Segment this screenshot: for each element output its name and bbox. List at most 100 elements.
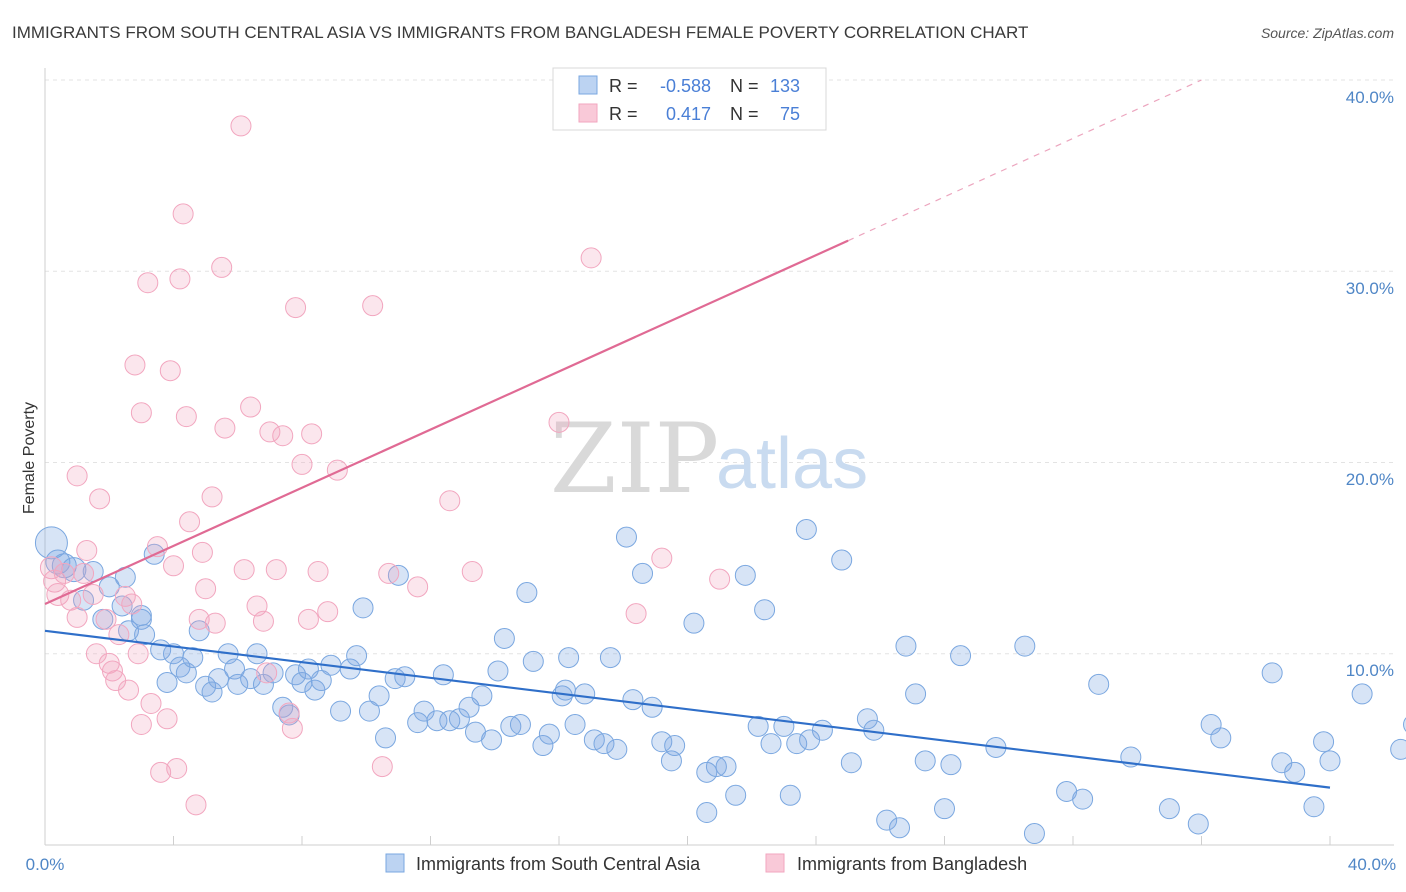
point-south-central-asia-123 bbox=[1261, 662, 1283, 684]
point-bangladesh-64 bbox=[378, 562, 400, 584]
trend-lines bbox=[44, 79, 1331, 789]
point-south-central-asia-114 bbox=[1023, 823, 1045, 845]
point-bangladesh-54 bbox=[281, 717, 303, 739]
y-tick-label-40: 40.0% bbox=[1346, 88, 1394, 107]
point-south-central-asia-58 bbox=[471, 685, 493, 707]
legend-r-label-1: R = bbox=[609, 104, 638, 124]
point-south-central-asia-79 bbox=[632, 562, 654, 584]
point-south-central-asia-106 bbox=[895, 635, 917, 657]
point-south-central-asia-24 bbox=[207, 668, 229, 690]
point-south-central-asia-107 bbox=[905, 683, 927, 705]
point-south-central-asia-44 bbox=[358, 700, 380, 722]
point-south-central-asia-120 bbox=[1187, 813, 1209, 835]
series-legend-swatch-blue bbox=[385, 853, 405, 873]
point-south-central-asia-116 bbox=[1072, 788, 1094, 810]
point-bangladesh-32 bbox=[169, 268, 191, 290]
point-south-central-asia-76 bbox=[606, 738, 628, 760]
point-south-central-asia-22 bbox=[195, 675, 217, 697]
point-south-central-asia-110 bbox=[940, 754, 962, 776]
point-south-central-asia-104 bbox=[876, 809, 898, 831]
legend-n-value-0: 133 bbox=[770, 76, 800, 96]
stats-legend-box bbox=[552, 67, 827, 131]
point-south-central-asia-96 bbox=[786, 733, 808, 755]
point-bangladesh-20 bbox=[124, 354, 146, 376]
point-bangladesh-60 bbox=[317, 601, 339, 623]
point-south-central-asia-84 bbox=[683, 612, 705, 634]
point-south-central-asia-74 bbox=[593, 733, 615, 755]
point-bangladesh-19 bbox=[121, 593, 143, 615]
watermark-zip: ZIP bbox=[550, 403, 719, 515]
point-south-central-asia-66 bbox=[532, 735, 554, 757]
point-bangladesh-49 bbox=[256, 662, 278, 684]
point-south-central-asia-78 bbox=[622, 689, 644, 711]
point-bangladesh-56 bbox=[291, 453, 313, 475]
legend-n-label-0: N = bbox=[730, 76, 759, 96]
point-south-central-asia-108 bbox=[914, 750, 936, 772]
point-bangladesh-68 bbox=[548, 411, 570, 433]
trend-line-0 bbox=[44, 629, 1331, 789]
point-south-central-asia-90 bbox=[734, 564, 756, 586]
series-legend-label-0: Immigrants from South Central Asia bbox=[416, 854, 701, 874]
x-ticks bbox=[44, 836, 1331, 845]
point-south-central-asia-92 bbox=[754, 599, 776, 621]
x-tick-label-0: 0.0% bbox=[26, 855, 65, 874]
point-bangladesh-61 bbox=[326, 459, 348, 481]
point-bangladesh-73 bbox=[709, 568, 731, 590]
point-south-central-asia-38 bbox=[310, 670, 332, 692]
point-south-central-asia-129 bbox=[1351, 683, 1373, 705]
point-bangladesh-37 bbox=[188, 608, 210, 630]
point-south-central-asia-71 bbox=[564, 714, 586, 736]
point-south-central-asia-59 bbox=[481, 729, 503, 751]
point-south-central-asia-2 bbox=[51, 553, 77, 579]
point-bangladesh-50 bbox=[259, 421, 281, 443]
point-bangladesh-33 bbox=[172, 203, 194, 225]
legend-n-value-1: 75 bbox=[780, 104, 800, 124]
legend-r-value-0: -0.588 bbox=[660, 76, 711, 96]
point-south-central-asia-93 bbox=[760, 733, 782, 755]
point-south-central-asia-89 bbox=[725, 784, 747, 806]
point-bangladesh-34 bbox=[175, 406, 197, 428]
point-bangladesh-46 bbox=[240, 396, 262, 418]
point-bangladesh-3 bbox=[53, 562, 75, 584]
point-bangladesh-6 bbox=[66, 465, 88, 487]
point-bangladesh-66 bbox=[439, 490, 461, 512]
point-south-central-asia-128 bbox=[1319, 750, 1341, 772]
legend-swatch-pink bbox=[578, 103, 598, 123]
point-bangladesh-5 bbox=[66, 606, 88, 628]
point-south-central-asia-91 bbox=[747, 715, 769, 737]
point-south-central-asia-13 bbox=[134, 624, 156, 646]
point-bangladesh-57 bbox=[297, 608, 319, 630]
point-bangladesh-69 bbox=[580, 247, 602, 269]
point-bangladesh-23 bbox=[130, 714, 152, 736]
legend-r-value-1: 0.417 bbox=[666, 104, 711, 124]
point-south-central-asia-125 bbox=[1284, 761, 1306, 783]
point-bangladesh-28 bbox=[156, 708, 178, 730]
point-bangladesh-65 bbox=[407, 576, 429, 598]
point-south-central-asia-127 bbox=[1313, 731, 1335, 753]
point-south-central-asia-85 bbox=[696, 761, 718, 783]
point-bangladesh-63 bbox=[371, 756, 393, 778]
point-bangladesh-35 bbox=[179, 511, 201, 533]
point-bangladesh-62 bbox=[362, 295, 384, 317]
series-south-central-asia bbox=[34, 518, 1406, 845]
point-bangladesh-52 bbox=[272, 425, 294, 447]
point-bangladesh-36 bbox=[185, 794, 207, 816]
point-south-central-asia-97 bbox=[795, 518, 817, 540]
point-south-central-asia-130 bbox=[1390, 738, 1406, 760]
point-south-central-asia-81 bbox=[651, 731, 673, 753]
point-bangladesh-31 bbox=[166, 758, 188, 779]
series-legend: Immigrants from South Central Asia Immig… bbox=[385, 853, 1027, 874]
series-bangladesh bbox=[39, 69, 805, 816]
legend-n-label-1: N = bbox=[730, 104, 759, 124]
series-legend-label-1: Immigrants from Bangladesh bbox=[797, 854, 1027, 874]
point-bangladesh-24 bbox=[137, 272, 159, 294]
point-south-central-asia-99 bbox=[811, 719, 833, 741]
point-bangladesh-44 bbox=[230, 115, 252, 137]
point-bangladesh-41 bbox=[204, 612, 226, 634]
legend-swatch-blue bbox=[578, 75, 598, 95]
y-tick-label-20: 20.0% bbox=[1346, 470, 1394, 489]
point-bangladesh-48 bbox=[252, 610, 274, 632]
point-south-central-asia-72 bbox=[574, 683, 596, 705]
watermark-atlas: atlas bbox=[716, 424, 868, 504]
